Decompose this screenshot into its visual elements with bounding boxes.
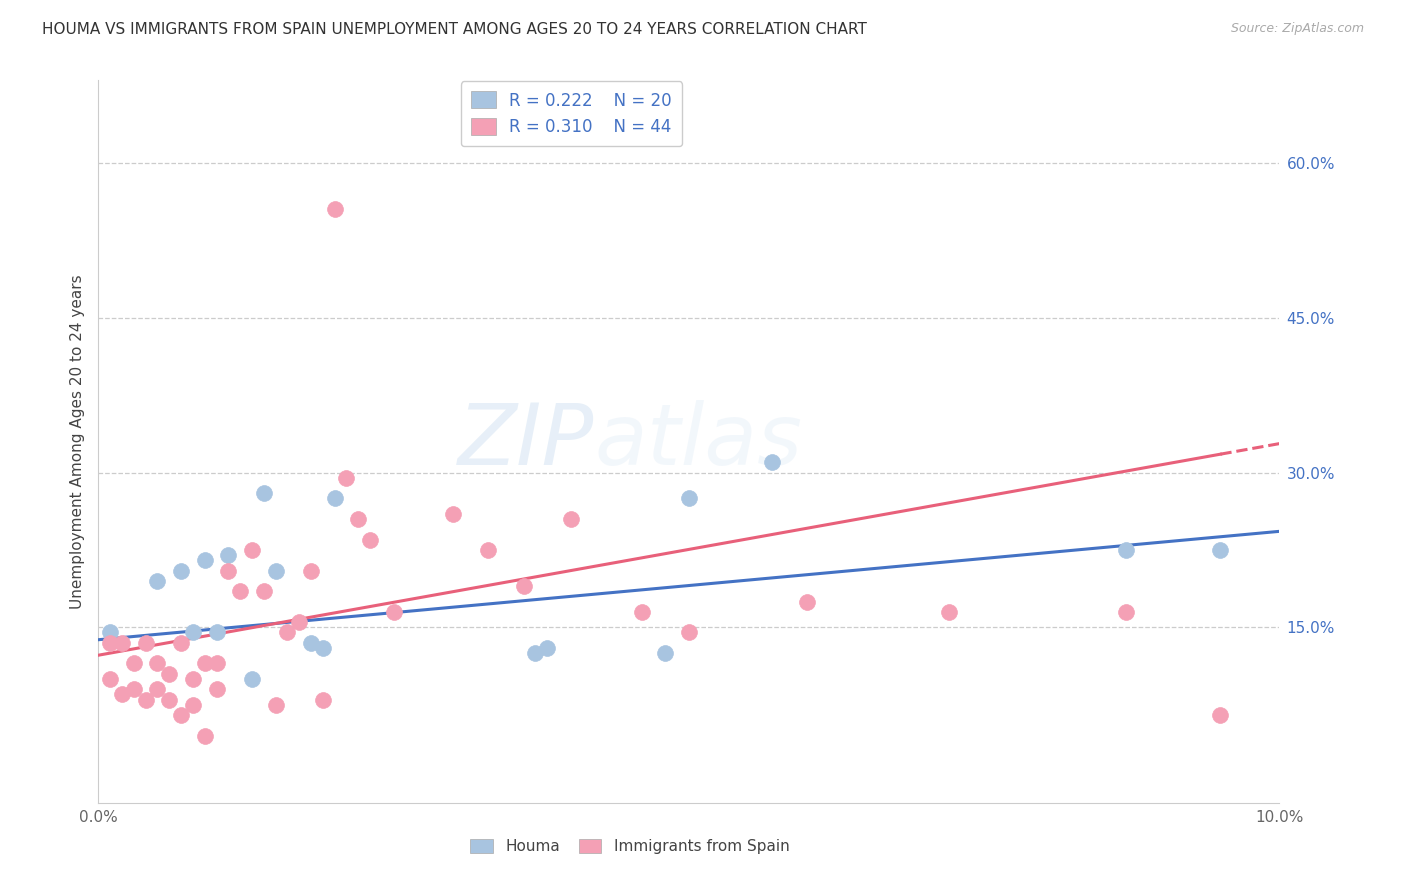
Text: ZIP: ZIP [458,400,595,483]
Point [678,625,700,640]
Point [205,657,228,671]
Point [157,692,180,706]
Point [560,512,582,526]
Point [181,672,204,686]
Point [157,666,180,681]
Point [146,682,169,697]
Point [264,564,287,578]
Point [536,640,558,655]
Point [477,542,499,557]
Point [761,455,783,469]
Point [194,553,217,567]
Point [217,548,239,562]
Point [146,574,169,588]
Point [135,636,157,650]
Point [347,512,370,526]
Point [382,605,405,619]
Point [98,636,121,650]
Point [630,605,652,619]
Point [181,698,204,712]
Point [654,646,676,660]
Point [312,692,335,706]
Point [1209,708,1232,723]
Point [276,625,298,640]
Point [98,625,121,640]
Point [1115,605,1137,619]
Legend: Houma, Immigrants from Spain: Houma, Immigrants from Spain [464,833,796,860]
Point [98,672,121,686]
Point [194,657,217,671]
Point [135,692,157,706]
Point [122,657,145,671]
Point [796,594,818,608]
Point [299,636,322,650]
Point [512,579,534,593]
Point [253,486,276,500]
Point [146,657,169,671]
Text: Source: ZipAtlas.com: Source: ZipAtlas.com [1230,22,1364,36]
Point [938,605,960,619]
Point [240,672,263,686]
Point [170,636,193,650]
Point [299,564,322,578]
Point [205,682,228,697]
Point [205,625,228,640]
Y-axis label: Unemployment Among Ages 20 to 24 years: Unemployment Among Ages 20 to 24 years [69,274,84,609]
Point [264,698,287,712]
Point [122,682,145,697]
Point [111,636,134,650]
Point [1115,542,1137,557]
Point [312,640,335,655]
Point [170,564,193,578]
Point [335,471,357,485]
Text: HOUMA VS IMMIGRANTS FROM SPAIN UNEMPLOYMENT AMONG AGES 20 TO 24 YEARS CORRELATIO: HOUMA VS IMMIGRANTS FROM SPAIN UNEMPLOYM… [42,22,868,37]
Point [678,491,700,506]
Point [253,584,276,599]
Point [323,202,346,217]
Point [441,507,464,521]
Point [288,615,311,630]
Point [181,625,204,640]
Point [170,708,193,723]
Point [194,729,217,743]
Point [524,646,547,660]
Point [1209,542,1232,557]
Text: atlas: atlas [595,400,803,483]
Point [323,491,346,506]
Point [217,564,239,578]
Point [240,542,263,557]
Point [359,533,381,547]
Point [111,687,134,701]
Point [229,584,252,599]
